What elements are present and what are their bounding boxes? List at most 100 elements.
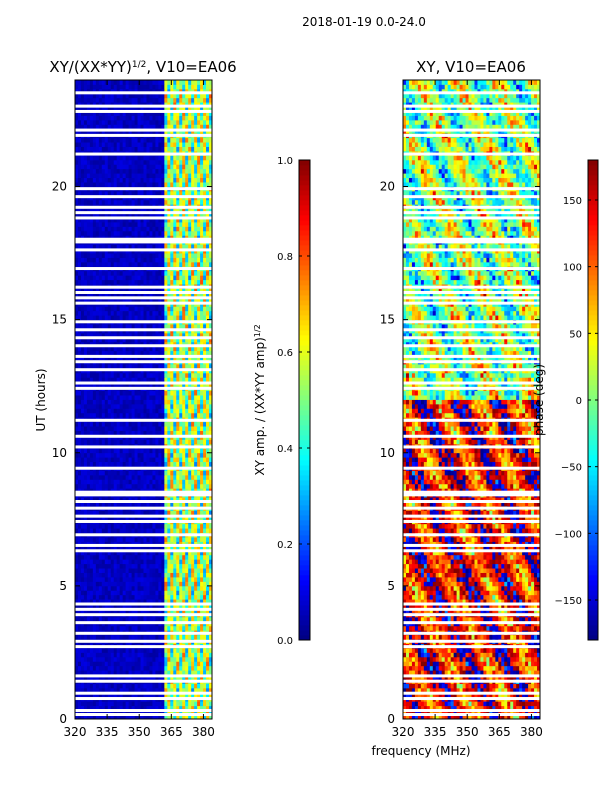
heatmap-cell [134, 661, 138, 667]
heatmap-cell [197, 261, 201, 267]
heatmap-cell [176, 377, 180, 383]
heatmap-cell [98, 457, 103, 463]
heatmap-cell [149, 714, 153, 720]
heatmap-cell [77, 421, 82, 427]
heatmap-cell [80, 461, 85, 467]
heatmap-cell [152, 293, 156, 298]
heatmap-cell [143, 372, 147, 378]
heatmap-cell [164, 421, 168, 427]
heatmap-cell [122, 603, 127, 609]
heatmap-cell [104, 705, 109, 711]
heatmap-cell [179, 390, 183, 396]
heatmap-cell [176, 559, 180, 565]
heatmap-cell [203, 324, 207, 329]
heatmap-cell [128, 585, 132, 591]
heatmap-cell [98, 577, 103, 582]
heatmap-cell [206, 426, 210, 431]
heatmap-cell [107, 652, 112, 658]
heatmap-cell [98, 279, 103, 285]
heatmap-cell [131, 377, 135, 383]
heatmap-cell [131, 572, 135, 578]
heatmap-cell [176, 421, 180, 427]
heatmap-cell [167, 457, 171, 463]
heatmap-cell [75, 244, 79, 250]
heatmap-cell [185, 270, 189, 276]
heatmap-cell [140, 275, 144, 281]
heatmap-cell [77, 261, 82, 267]
heatmap-cell [137, 537, 141, 542]
heatmap-cell [98, 315, 103, 321]
heatmap-cell [89, 244, 94, 250]
heatmap-cell [113, 670, 118, 676]
heatmap-cell [128, 648, 132, 653]
heatmap-cell [185, 244, 189, 250]
heatmap-cell [155, 599, 159, 605]
heatmap-cell [101, 656, 106, 662]
heatmap-cell [167, 364, 171, 369]
heatmap-cell [110, 461, 115, 467]
heatmap-cell [179, 346, 183, 352]
heatmap-cell [83, 337, 88, 343]
heatmap-cell [197, 364, 201, 369]
heatmap-cell [161, 452, 165, 458]
heatmap-cell [161, 279, 165, 285]
heatmap-cell [146, 665, 150, 671]
heatmap-cell [122, 244, 127, 250]
heatmap-cell [203, 474, 207, 480]
heatmap-cell [143, 563, 147, 569]
heatmap-cell [146, 545, 150, 551]
heatmap-cell [104, 346, 109, 352]
heatmap-cell [137, 479, 141, 485]
heatmap-cell [182, 297, 186, 303]
heatmap-cell [152, 701, 156, 707]
heatmap-cell [143, 501, 147, 507]
heatmap-cell [92, 270, 97, 276]
heatmap-cell [149, 306, 153, 312]
heatmap-cell [203, 488, 207, 494]
heatmap-cell [170, 603, 174, 609]
heatmap-cell [188, 470, 192, 476]
heatmap-cell [89, 625, 94, 631]
heatmap-cell [152, 457, 156, 463]
heatmap-cell [80, 293, 85, 298]
heatmap-cell [134, 683, 138, 689]
heatmap-cell [116, 590, 121, 596]
heatmap-cell [98, 497, 103, 502]
heatmap-cell [80, 510, 85, 516]
heatmap-cell [158, 324, 162, 329]
heatmap-cell [149, 270, 153, 276]
heatmap-cell [110, 687, 115, 693]
heatmap-cell [164, 257, 168, 263]
heatmap-cell [143, 346, 147, 352]
heatmap-cell [122, 541, 127, 547]
heatmap-cell [119, 279, 124, 285]
heatmap-cell [206, 572, 210, 578]
heatmap-cell [146, 421, 150, 427]
heatmap-cell [98, 341, 103, 347]
heatmap-cell [182, 346, 186, 352]
heatmap-cell [122, 559, 127, 565]
heatmap-cell [137, 235, 141, 241]
heatmap-cell [149, 324, 153, 329]
heatmap-cell [125, 661, 130, 667]
heatmap-cell [122, 563, 127, 569]
heatmap-cell [149, 372, 153, 378]
heatmap-cell [98, 572, 103, 578]
heatmap-cell [119, 412, 124, 418]
heatmap-cell [149, 528, 153, 534]
heatmap-cell [209, 550, 213, 556]
heatmap-cell [125, 390, 130, 396]
heatmap-cell [176, 625, 180, 631]
heatmap-cell [98, 399, 103, 405]
heatmap-cell [134, 279, 138, 285]
heatmap-cell [194, 457, 198, 463]
heatmap-cell [131, 634, 135, 640]
heatmap-cell [116, 625, 121, 631]
heatmap-cell [194, 572, 198, 578]
heatmap-cell [119, 572, 124, 578]
heatmap-cell [89, 412, 94, 418]
heatmap-cell [77, 541, 82, 547]
heatmap-cell [92, 315, 97, 321]
heatmap-cell [92, 426, 97, 431]
heatmap-cell [149, 403, 153, 409]
